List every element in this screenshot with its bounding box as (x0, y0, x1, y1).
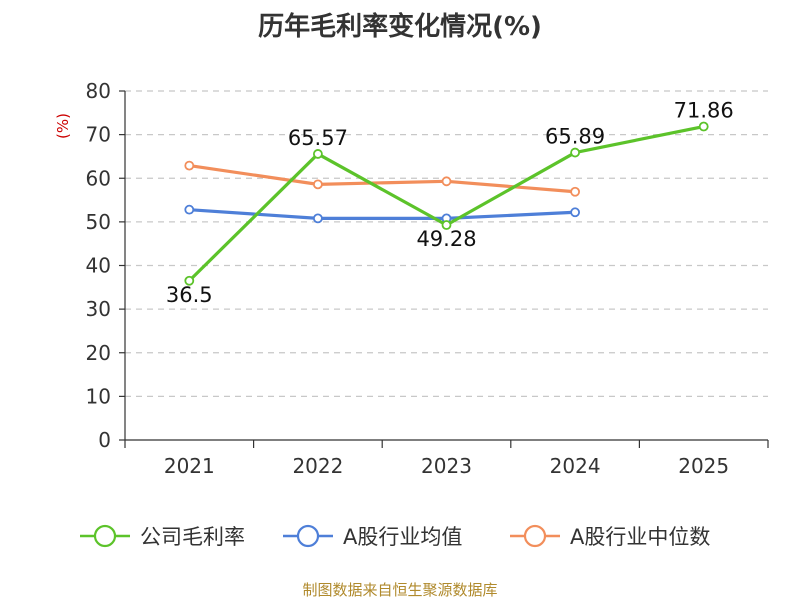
data-point[interactable] (441, 220, 452, 230)
data-label: 49.28 (416, 227, 476, 251)
data-point[interactable] (184, 204, 195, 215)
legend-swatch-marker[interactable] (523, 524, 547, 548)
x-tick-label: 2023 (421, 454, 472, 478)
legend-swatch-marker[interactable] (296, 524, 320, 548)
y-tick-label: 20 (86, 341, 111, 365)
series-line (188, 124, 705, 282)
legend-swatch-marker[interactable] (93, 524, 117, 548)
y-tick-label: 0 (98, 428, 111, 452)
data-label: 65.89 (545, 125, 605, 149)
x-tick-label: 2021 (164, 454, 215, 478)
legend-label[interactable]: A股行业中位数 (570, 525, 710, 549)
y-tick-label: 60 (86, 166, 111, 190)
series-line (189, 208, 576, 220)
data-label: 36.5 (166, 283, 213, 307)
legend-label[interactable]: 公司毛利率 (140, 525, 245, 549)
y-tick-label: 70 (86, 123, 111, 147)
y-axis-unit: (%) (54, 113, 72, 139)
y-tick-label: 80 (86, 79, 111, 103)
axes: 0 10 20 30 40 50 60 70 80 (%) 2021 2022 2023 2024 2025 (54, 79, 769, 478)
data-point[interactable] (312, 213, 323, 224)
y-tick-label: 10 (86, 384, 111, 408)
data-label: 71.86 (674, 99, 734, 123)
data-point[interactable] (312, 149, 323, 159)
data-point[interactable] (570, 186, 580, 197)
x-tick-label: 2022 (292, 454, 343, 478)
data-point[interactable] (570, 147, 580, 158)
data-labels: 36.5 65.57 49.28 65.89 71.86 (166, 99, 734, 307)
y-tick-label: 50 (86, 210, 111, 234)
data-point[interactable] (184, 275, 195, 286)
data-source-note: 制图数据来自恒生聚源数据库 (302, 581, 498, 599)
y-tick-label: 30 (86, 297, 111, 321)
legend-label[interactable]: A股行业均值 (343, 525, 462, 549)
legend[interactable]: 公司毛利率 A股行业均值 A股行业中位数 (80, 524, 710, 549)
data-point[interactable] (441, 176, 452, 187)
data-point[interactable] (698, 121, 709, 132)
y-tick-label: 40 (86, 254, 111, 278)
x-tick-label: 2024 (550, 454, 601, 478)
data-point[interactable] (184, 160, 195, 171)
data-point[interactable] (312, 179, 323, 190)
series-lines (184, 121, 709, 286)
x-tick-label: 2025 (678, 454, 729, 478)
data-point[interactable] (570, 207, 580, 218)
series-line (189, 164, 576, 194)
chart-title: 历年毛利率变化情况(%) (258, 12, 542, 42)
data-label: 65.57 (288, 126, 348, 150)
